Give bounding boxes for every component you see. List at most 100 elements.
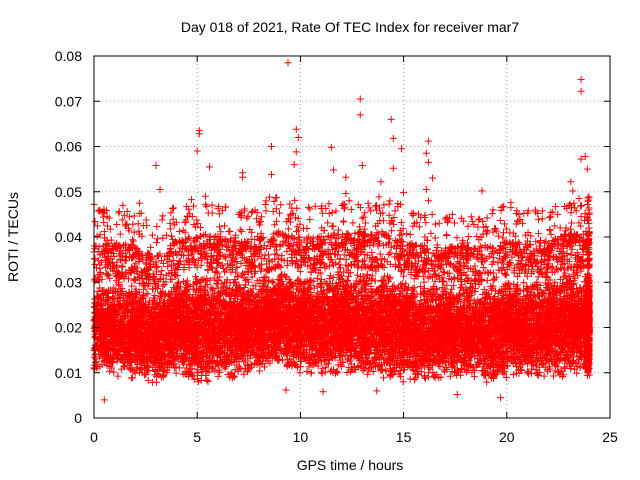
cloud-point (236, 226, 244, 234)
cloud-point (113, 221, 121, 229)
cloud-point (105, 286, 113, 294)
cloud-point (99, 336, 107, 344)
cloud-point (91, 277, 99, 285)
cloud-point (105, 258, 113, 266)
cloud-point (105, 294, 113, 302)
cloud-point (91, 347, 99, 355)
cloud-point (103, 262, 111, 270)
cloud-point (102, 358, 110, 366)
cloud-point (103, 253, 111, 261)
cloud-point (95, 353, 103, 361)
cloud-point (238, 227, 246, 235)
cloud-point (93, 222, 101, 230)
cloud-point (102, 263, 110, 271)
cloud-point (103, 240, 111, 248)
cloud-point (107, 236, 115, 244)
cloud-point (100, 228, 108, 236)
cloud-point (176, 228, 184, 236)
dense-point-cloud (90, 193, 593, 386)
cloud-point (115, 207, 123, 215)
cloud-point (128, 282, 136, 290)
cloud-point (208, 201, 216, 209)
cloud-point (97, 320, 105, 328)
cloud-point (226, 227, 234, 235)
cloud-point (107, 249, 115, 257)
cloud-point (99, 327, 107, 335)
cloud-point (93, 232, 101, 240)
cloud-point (96, 284, 104, 292)
cloud-point (108, 264, 116, 272)
cloud-point (215, 210, 223, 218)
cloud-point (93, 293, 101, 301)
cloud-point (118, 216, 126, 224)
cloud-point (158, 216, 166, 224)
cloud-point (135, 227, 143, 235)
cloud-point (100, 311, 108, 319)
cloud-point (102, 322, 110, 330)
cloud-point (214, 372, 222, 380)
cloud-point (129, 254, 137, 262)
cloud-point (92, 332, 100, 340)
cloud-point (153, 223, 161, 230)
cloud-point (148, 231, 156, 239)
cloud-point (98, 275, 106, 283)
cloud-point (123, 220, 131, 228)
cloud-point (99, 242, 107, 250)
cloud-point (91, 308, 99, 316)
cloud-point (262, 207, 270, 215)
cloud-point (172, 369, 180, 377)
cloud-point (95, 309, 103, 317)
cloud-point (216, 223, 224, 231)
cloud-point (187, 196, 195, 204)
cloud-point (169, 215, 177, 223)
cloud-point (99, 351, 107, 359)
cloud-point (175, 364, 183, 372)
cloud-point (107, 356, 115, 364)
cloud-point (104, 313, 112, 321)
cloud-point (99, 209, 107, 217)
cloud-point (284, 225, 292, 233)
cloud-point (190, 202, 198, 210)
cloud-point (224, 260, 232, 268)
cloud-point (159, 212, 167, 220)
cloud-point (244, 212, 252, 220)
cloud-point (91, 260, 99, 268)
cloud-point (288, 234, 296, 242)
cloud-point (204, 209, 212, 217)
cloud-point (143, 222, 151, 230)
cloud-point (203, 202, 211, 210)
cloud-point (100, 218, 108, 226)
cloud-point (104, 271, 112, 279)
cloud-point (152, 378, 160, 386)
cloud-point (261, 200, 269, 208)
cloud-point (105, 214, 113, 222)
cloud-point (92, 359, 100, 367)
cloud-point (98, 326, 106, 334)
cloud-point (94, 257, 102, 265)
cloud-point (107, 308, 115, 316)
cloud-point (134, 220, 142, 228)
cloud-point (95, 243, 103, 251)
cloud-point (114, 372, 122, 380)
cloud-point (96, 264, 104, 272)
chart-title: Day 018 of 2021, Rate Of TEC Index for r… (181, 19, 519, 35)
cloud-point (91, 299, 99, 307)
cloud-point (106, 274, 114, 282)
cloud-point (103, 337, 111, 345)
cloud-point (153, 239, 161, 247)
cloud-point (106, 225, 114, 233)
cloud-point (201, 201, 209, 209)
cloud-point (105, 301, 113, 309)
cloud-point (262, 197, 270, 205)
cloud-point (276, 209, 284, 217)
cloud-point (105, 367, 113, 375)
cloud-point (256, 367, 264, 375)
cloud-point (291, 196, 299, 204)
cloud-point (261, 251, 269, 259)
cloud-point (175, 278, 183, 286)
cloud-point (220, 222, 228, 230)
cloud-point (96, 346, 104, 354)
cloud-point (116, 230, 124, 238)
cloud-point (101, 234, 109, 242)
